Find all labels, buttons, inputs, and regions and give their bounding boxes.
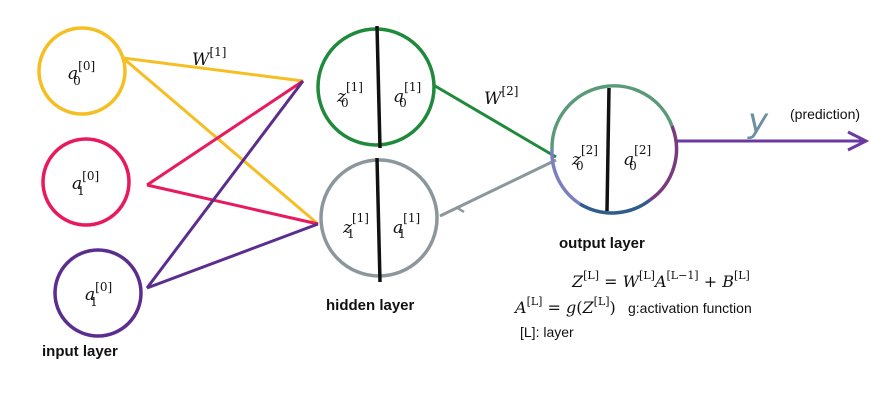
output-node-arc-right [648, 125, 679, 202]
equation-layer-note: [L]: layer [520, 324, 574, 340]
equation-a: A[L] = g(Z[L]) [513, 295, 616, 317]
edge-a00-h0 [122, 56, 304, 83]
output-layer-label: output layer [559, 235, 645, 252]
hidden-layer: z[1] 0 a[1] 0 z[1] 1 a[1] 1 hidden layer [316, 25, 439, 314]
input-node-2 [53, 248, 143, 338]
input-node-1-label: a[0] 1 [72, 169, 99, 198]
output-node-divider [605, 87, 611, 212]
edge-h0-out [429, 81, 557, 159]
input-node-0 [37, 26, 127, 116]
weight-label-w1: W[1] [192, 45, 226, 70]
hidden-node-1-z-label: z[1] 1 [342, 211, 369, 241]
output-node-z-label: z[2] 0 [571, 143, 598, 173]
connections-layer-2 [429, 81, 557, 218]
hidden-node-0-a-label: a[1] 0 [394, 80, 421, 110]
edge-a20-h1 [146, 222, 319, 290]
edge-a10-h1 [146, 183, 319, 226]
hidden-node-0-divider [375, 25, 382, 149]
edge-a00-h1 [122, 56, 319, 226]
hidden-node-0-z-label: z[1] 0 [336, 80, 363, 110]
hidden-layer-label: hidden layer [326, 297, 415, 314]
output-layer: z[2] 0 a[2] 0 output layer [550, 84, 679, 252]
equations: Z[L] = W[L]A[L−1] + B[L] A[L] = g(Z[L]) … [513, 269, 752, 340]
output-node-arc-left [550, 148, 581, 206]
input-node-0-label: a[0] 0 [68, 59, 95, 88]
edge-h1-arrowhead-icon [455, 205, 465, 214]
edge-a20-h0 [145, 80, 305, 289]
input-node-1 [41, 137, 131, 227]
hidden-node-1-divider [375, 157, 382, 283]
input-layer: a[0] 0 a[0] 1 a[0] 1 input layer [37, 26, 143, 360]
edge-a10-h0 [146, 79, 304, 187]
hidden-node-1-a-label: a[1] 1 [393, 211, 420, 241]
weight-label-w2: W[2] [484, 84, 518, 109]
equation-z: Z[L] = W[L]A[L−1] + B[L] [571, 269, 750, 291]
prediction-y-glyph: y [747, 101, 769, 141]
output-node-a-label: a[2] 0 [624, 143, 651, 173]
output-node-arc-top [550, 84, 674, 150]
input-layer-label: input layer [42, 343, 118, 360]
connections-layer-1 [122, 56, 319, 290]
equation-a-note: g:activation function [628, 300, 752, 316]
output-node-arc-bottom [579, 198, 652, 215]
prediction-label: (prediction) [790, 106, 860, 122]
edge-h1-out [439, 158, 557, 218]
prediction-arrow-head-icon [847, 130, 870, 152]
input-node-2-label: a[0] 1 [85, 280, 112, 309]
prediction-arrow [676, 130, 870, 152]
